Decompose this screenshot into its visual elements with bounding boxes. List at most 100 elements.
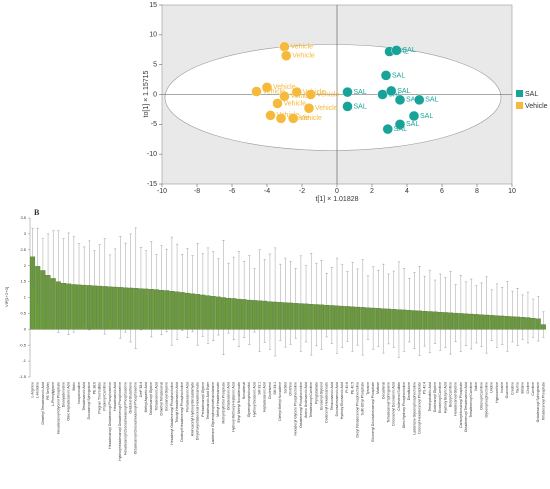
legend-swatch bbox=[516, 90, 523, 97]
x-tick-label: Betaine bbox=[521, 382, 525, 394]
x-tick-label: Decadienal bbox=[381, 382, 385, 399]
point bbox=[251, 86, 262, 97]
x-tick-label: Pregnan Triol Sulfate bbox=[98, 382, 102, 414]
x-tick-label: L-Arginine bbox=[30, 382, 34, 398]
x-tick-label: SM 34:1 bbox=[273, 382, 277, 395]
x-tick-label: Octadecanoyl Glycine bbox=[149, 382, 153, 415]
x-tick-label: Sorbitol bbox=[283, 382, 287, 394]
x-tick-label: Taurine bbox=[516, 382, 520, 393]
x-tick-label: Docosahexaenoic Acid bbox=[335, 382, 339, 416]
x-tick-label: Hexadecanoyl Glycine bbox=[454, 382, 458, 416]
x-tick-label: PI 40:6 bbox=[345, 382, 349, 393]
y-tick-label: 3.5 bbox=[20, 215, 26, 220]
x-tick-label: Guanosine bbox=[505, 382, 509, 399]
y-tick-label: 0 bbox=[24, 326, 27, 331]
x-tick-label: -8 bbox=[194, 188, 200, 195]
x-tick-label: Dexaflutone bbox=[407, 382, 411, 400]
x-tick-label: 4 bbox=[405, 188, 409, 195]
point bbox=[288, 113, 299, 124]
y-axis-label: VIP[1+2+0] bbox=[4, 287, 9, 307]
x-tick-label: Pentadecanoic Acid bbox=[185, 382, 189, 412]
x-tick-label: L-Phenylglycine bbox=[51, 382, 55, 406]
x-tick-label: Oxidized Glutathione bbox=[129, 382, 133, 414]
x-tick-label: PE 38:6 bbox=[92, 382, 96, 394]
x-tick-label: Glycerophosphocholine bbox=[485, 382, 489, 418]
point bbox=[394, 119, 406, 130]
x-tick-label: Hypoxanthine bbox=[495, 382, 499, 403]
x-tick-label: Tetradecenoic Acid bbox=[154, 382, 158, 411]
x-tick-label: CerP 38:4 bbox=[139, 382, 143, 397]
x-tick-label: Isoquinoxaline bbox=[77, 382, 81, 404]
x-tick-label: Tyrosine bbox=[366, 382, 370, 395]
point bbox=[377, 89, 388, 100]
y-tick-label: -0.5 bbox=[19, 342, 27, 347]
x-tick-label: Hexadecanoic Acid bbox=[113, 382, 117, 411]
x-tick-label: PS 40:4 bbox=[423, 382, 427, 394]
y-tick-label: -1 bbox=[22, 358, 26, 363]
x-tick-label: Tributyl Hexadecanoic Acid bbox=[175, 382, 179, 423]
x-tick-label: Hexadecyl Octadecenoyl Phosphocholine bbox=[170, 382, 174, 445]
x-tick-label: Heptadecanoic Acid bbox=[263, 382, 267, 412]
x-tick-label: Octadecanoic Acid bbox=[227, 382, 231, 410]
x-tick-label: Ladderane Glycerophosphoethanolamine bbox=[211, 382, 215, 444]
x-tick-label: Dodecyl Hexadecenoyl Phosphocholine bbox=[180, 382, 184, 442]
x-tick-label: Propionyl Carnitine bbox=[103, 382, 107, 411]
y-tick-label: 5 bbox=[153, 62, 157, 69]
y-tick-label: 2 bbox=[24, 263, 27, 268]
x-tick-label: Carnitine bbox=[531, 382, 535, 396]
y-tick-label: 3 bbox=[24, 231, 27, 236]
x-tick-label: Tetradecenoyl Phosphate bbox=[541, 382, 545, 420]
x-tick-label: Pyroglutamate bbox=[314, 382, 318, 404]
x-tick-label: 6 bbox=[440, 188, 444, 195]
point bbox=[342, 101, 353, 112]
x-tick-label: Octenoyl Carnitine bbox=[479, 382, 483, 410]
x-tick-label: Sulfo Ethyl Phosphate bbox=[361, 382, 365, 415]
point bbox=[261, 82, 273, 93]
x-tick-label: Aminoacetyl Hydroxy Benzaldehyde bbox=[190, 382, 194, 436]
x-tick-label: Valine bbox=[474, 382, 478, 391]
point-label: SAL bbox=[425, 97, 438, 104]
x-tick-label: Hydroxy Butyric Acid bbox=[443, 382, 447, 413]
point bbox=[291, 86, 302, 98]
x-axis-label: t[1] × 1.01828 bbox=[315, 196, 358, 203]
x-tick-label: 2 bbox=[370, 188, 374, 195]
x-tick-label: Hexadecanoyl Octadecenoyl Phosphoserine bbox=[108, 382, 112, 449]
x-tick-label: Diethyl Methyl Nonadiene bbox=[278, 382, 282, 421]
x-tick-label: Eicosenyl Docosahexaenoyl Phosphate bbox=[371, 382, 375, 442]
x-tick-label: Tetradecenoyl Carnitine bbox=[469, 382, 473, 418]
x-tick-label: Dodecenyl Hexadecanoate bbox=[325, 382, 329, 423]
point bbox=[408, 110, 420, 122]
point-label: SAL bbox=[406, 121, 419, 128]
y-tick-label: -15 bbox=[147, 181, 157, 188]
x-tick-label: Eicosenoyl Carnitine bbox=[438, 382, 442, 413]
y-tick-label: -10 bbox=[147, 151, 157, 158]
x-tick-label: Docosanoyl Docosanoic Acid bbox=[392, 382, 396, 426]
point-label: SAL bbox=[394, 126, 407, 133]
x-tick-label: Dimethyl Tetradecanoic Acid bbox=[41, 382, 45, 425]
point-label: Vehicle bbox=[277, 112, 300, 119]
point-label: SAL bbox=[354, 89, 367, 96]
point bbox=[391, 45, 402, 56]
point-label: SAL bbox=[354, 103, 367, 110]
y-tick-label: 1.5 bbox=[20, 279, 26, 284]
x-tick-label: Cholesterol bbox=[268, 382, 272, 399]
x-tick-label: Tetradecanoyl Carnitine bbox=[309, 382, 313, 418]
x-tick-label: Tetrahydrofolic Acid bbox=[428, 382, 432, 412]
x-tick-label: Hydroxy Decanoic Acid bbox=[252, 382, 256, 417]
x-tick-label: Octadecanoyl Sphingosine bbox=[536, 382, 540, 422]
point bbox=[272, 98, 283, 109]
x-tick-label: 0 bbox=[335, 188, 339, 195]
x-tick-label: Eicosanoyl Glycine bbox=[165, 382, 169, 411]
x-tick-label: Decyl Tetradecenoyl Phosphocholine bbox=[356, 382, 360, 438]
point-label: Vehicle bbox=[299, 115, 322, 122]
x-tick-label: SM 33:1 bbox=[258, 382, 262, 395]
panel-label: B bbox=[34, 208, 40, 217]
point-label: Vehicle bbox=[315, 105, 338, 112]
x-tick-label: Choline bbox=[526, 382, 530, 394]
x-tick-label: PE 40:5 bbox=[350, 382, 354, 394]
legend-label: Vehicle bbox=[525, 103, 548, 110]
x-tick-label: Octadecenoyl Tetradecanoic Acid bbox=[464, 382, 468, 432]
x-tick-label: Hydroxyhexadecanoyl Octadecenoyl Phospho… bbox=[118, 382, 122, 461]
point bbox=[275, 113, 287, 124]
